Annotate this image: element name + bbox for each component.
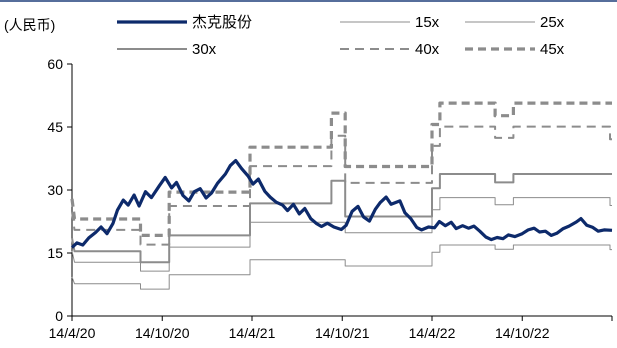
- x-tick-label: 14/4/20: [49, 325, 96, 341]
- axes: 0 15 30 45 60 14/4/20 14/10/20 14/4/21 14/10/21 1…: [47, 56, 613, 341]
- series-group: [70, 101, 613, 290]
- y-tick-label: 60: [47, 56, 63, 72]
- series-line-price: [70, 159, 613, 249]
- x-tick-label: 14/10/22: [495, 325, 550, 341]
- legend: 杰克股份 15x 25x 30x 40x 45x: [117, 14, 565, 58]
- x-tick-label: 14/4/22: [409, 325, 456, 341]
- unit-label: (人民币): [4, 17, 55, 33]
- legend-label: 25x: [540, 14, 565, 31]
- x-tick-label: 14/10/20: [135, 325, 190, 341]
- series-line-45x: [70, 101, 612, 237]
- y-tick-label: 0: [55, 308, 63, 324]
- series-line-30x: [71, 173, 612, 264]
- legend-label: 15x: [415, 14, 440, 31]
- legend-label: 杰克股份: [192, 14, 252, 31]
- y-tick-label: 45: [47, 119, 63, 135]
- x-tick-label: 14/4/21: [229, 325, 276, 341]
- legend-label: 30x: [192, 41, 217, 58]
- y-tick-label: 30: [47, 182, 63, 198]
- legend-label: 40x: [415, 41, 440, 58]
- x-tick-label: 14/10/21: [315, 325, 370, 341]
- y-tick-label: 15: [47, 245, 63, 261]
- series-line-15x: [71, 244, 612, 290]
- legend-label: 45x: [540, 41, 565, 58]
- series-line-25x: [71, 197, 612, 272]
